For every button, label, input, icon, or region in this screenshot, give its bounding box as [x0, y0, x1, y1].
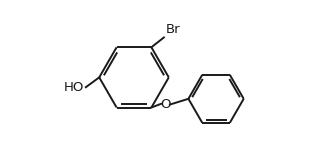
Text: HO: HO [64, 81, 84, 94]
Text: Br: Br [165, 23, 180, 36]
Text: O: O [160, 98, 171, 111]
